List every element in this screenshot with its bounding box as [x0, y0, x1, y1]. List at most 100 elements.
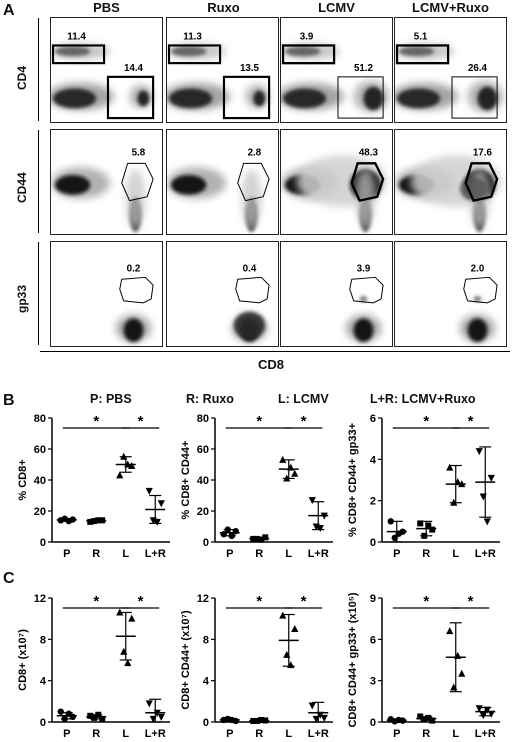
density-blob [170, 175, 207, 195]
gate-percentage: 2.8 [248, 148, 262, 159]
column-title-ruxo: Ruxo [207, 0, 240, 15]
data-point-triangle-up [450, 498, 458, 506]
density-blob [473, 295, 482, 302]
significance-star: * [301, 413, 307, 430]
y-axis-title: CD8+ (x10⁷) [17, 629, 29, 691]
y-tick-label: 80 [34, 413, 46, 425]
cd44-gate [350, 162, 385, 202]
y-tick-label: 40 [197, 475, 209, 487]
x-tick-label: L+R [145, 728, 166, 740]
data-point-triangle-up [120, 647, 128, 655]
data-point-triangle-up [287, 661, 295, 669]
data-point-square [250, 717, 257, 724]
cd8-gate [222, 75, 271, 120]
data-point-circle [65, 710, 72, 717]
y-axis-title: % CD8+ CD44+ [180, 441, 192, 520]
cd8-gate [451, 76, 498, 119]
row-label-gp33: gp33 [15, 284, 29, 313]
x-tick-label: P [63, 728, 70, 740]
column-title-lcmv: LCMV [318, 0, 355, 15]
y-tick-label: 4 [40, 676, 47, 688]
facs-plot-r1-c1: 11.4 14.4 [50, 17, 163, 123]
significance-star: * [256, 593, 262, 610]
data-point-square [421, 716, 428, 723]
y-axis-title: % CD8+ [17, 459, 29, 500]
legend-lcmv-ruxo: L+R: LCMV+Ruxo [370, 392, 476, 406]
gate-percentage: 11.3 [183, 32, 202, 43]
data-point-triangle-down [145, 700, 153, 708]
density-blob [397, 88, 441, 109]
data-point-circle [232, 527, 239, 535]
data-point-square [95, 711, 102, 718]
y-tick-label: 0 [370, 717, 376, 729]
data-point-circle [65, 517, 72, 525]
data-point-triangle-down [475, 705, 483, 713]
cd4-gate-outline [281, 44, 336, 65]
cd4-gate [167, 44, 222, 65]
data-point-triangle-up [283, 650, 291, 658]
gate-percentage: 26.4 [468, 63, 488, 74]
data-point-triangle-down [308, 497, 316, 505]
data-point-triangle-down [479, 493, 487, 501]
x-tick-label: L [285, 728, 292, 740]
y-tick-label: 0 [370, 537, 376, 549]
significance-star: * [468, 593, 474, 610]
data-point-square [87, 712, 94, 719]
data-point-triangle-up [446, 463, 454, 471]
y-tick-label: 0 [40, 717, 46, 729]
facs-plot-r3-c2: 0.4 [166, 241, 279, 347]
gp33-gate [235, 276, 270, 304]
data-point-circle [387, 518, 394, 525]
facs-y-axis-row2 [38, 130, 39, 233]
cd8-gate [106, 75, 155, 120]
data-point-triangle-down [153, 518, 161, 526]
gp33-gate [349, 276, 384, 304]
facs-x-axis [40, 351, 510, 352]
panel-letter-a: A [3, 2, 15, 19]
facs-plot-r1-c4: 5.1 26.4 [394, 17, 507, 123]
y-tick-label: 60 [197, 444, 209, 456]
y-tick-label: 12 [34, 593, 46, 605]
gate-percentage: 3.9 [300, 32, 314, 43]
gate-percentage: 3.9 [357, 263, 371, 274]
significance-star: * [256, 413, 262, 430]
density-blob [283, 88, 327, 109]
data-point-triangle-down [316, 711, 324, 719]
data-point-triangle-up [291, 469, 299, 477]
data-point-triangle-up [128, 614, 136, 622]
data-point-square [258, 536, 265, 543]
data-point-square [99, 715, 106, 722]
data-point-triangle-down [483, 706, 491, 714]
gate-percentage: 14.4 [124, 63, 144, 74]
data-point-triangle-down [157, 500, 165, 508]
facs-plot-r2-c4: 17.6 [394, 129, 507, 235]
x-tick-label: L [122, 728, 129, 740]
gate-percentage: 17.6 [473, 148, 493, 159]
x-tick-label: P [393, 728, 400, 740]
cd44-gate [464, 162, 499, 202]
x-tick-label: P [226, 548, 233, 560]
gate-percentage: 11.4 [67, 32, 86, 43]
x-tick-label: L+R [308, 728, 329, 740]
cd8-gate [337, 76, 384, 119]
data-point-triangle-up [454, 478, 462, 486]
facs-density-svg: 5.1 26.4 [395, 32, 503, 119]
density-blob [137, 90, 150, 107]
scatter-plot-1: 0 20 40 60 80 P R L L+R % CD8+ * * [17, 413, 170, 560]
y-tick-label: 2 [370, 496, 376, 508]
gate-percentage: 2.0 [471, 263, 485, 274]
data-point-triangle-up [291, 625, 299, 632]
gate-percentage: 51.2 [354, 63, 374, 74]
density-blob [353, 318, 374, 343]
y-tick-label: 0 [203, 537, 209, 549]
x-tick-label: P [226, 728, 233, 740]
data-point-triangle-down [316, 525, 324, 533]
column-title-pbs: PBS [93, 0, 120, 15]
data-point-square [254, 717, 261, 724]
x-tick-label: L+R [475, 548, 496, 560]
data-point-triangle-down [479, 712, 487, 720]
data-point-circle [395, 716, 402, 724]
facs-plot-r2-c2: 2.8 [166, 129, 279, 235]
data-point-square [425, 714, 432, 721]
x-tick-label: R [422, 728, 430, 740]
